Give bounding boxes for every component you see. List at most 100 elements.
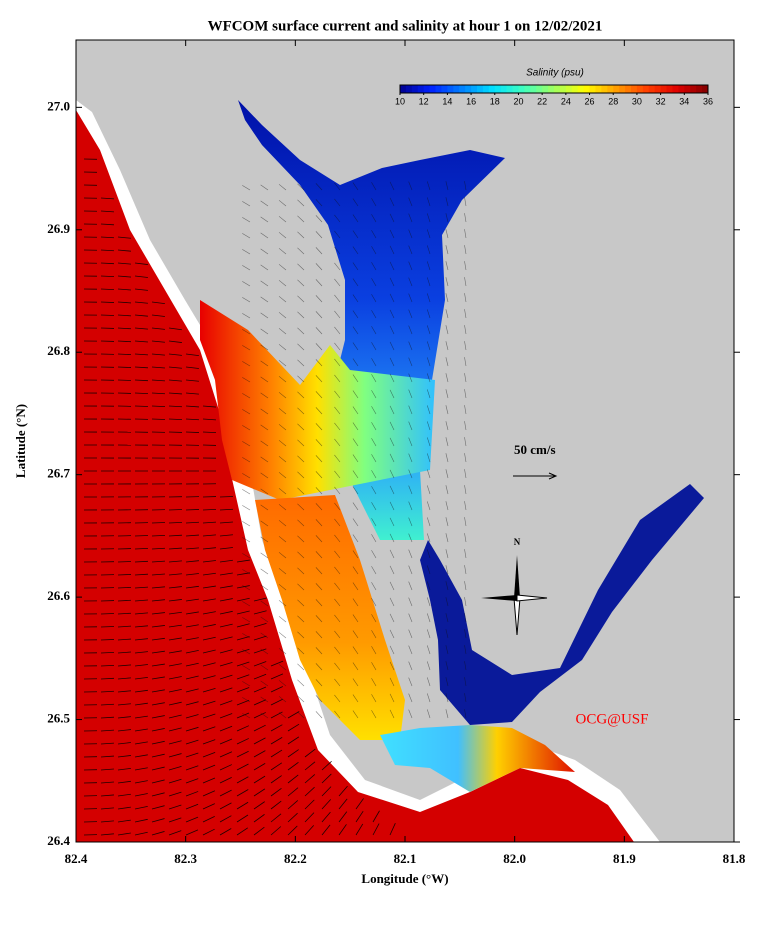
axes: 82.4 82.3 82.2 82.1 82.0 81.9 81.8 26.4 26.5 26.6… [47, 40, 746, 866]
current-vector [426, 581, 431, 591]
current-vector [242, 297, 251, 303]
current-vector [242, 377, 251, 383]
current-vector [334, 486, 341, 495]
current-vector [134, 599, 148, 602]
current-vector [134, 366, 149, 369]
current-vector [426, 373, 431, 383]
current-vector [242, 329, 251, 335]
current-vector [426, 485, 431, 495]
current-vector [352, 518, 359, 527]
current-vector [426, 709, 431, 719]
current-vector [445, 693, 449, 703]
current-vector [445, 197, 449, 207]
current-vector [278, 232, 287, 239]
current-vector [371, 390, 377, 399]
current-vector [352, 422, 359, 431]
current-vector [168, 766, 182, 771]
current-vector [445, 309, 449, 319]
current-vector [134, 741, 148, 745]
current-vector [117, 664, 131, 667]
current-vector [287, 711, 300, 719]
current-vector [352, 406, 359, 415]
current-vector [260, 536, 269, 543]
current-vector [445, 421, 449, 431]
current-vector [334, 582, 341, 591]
current-vector [315, 647, 323, 655]
current-vector [202, 572, 216, 576]
current-vector [260, 472, 269, 479]
current-vector [372, 823, 380, 836]
current-vector [260, 344, 269, 351]
current-vector [253, 763, 266, 771]
colorbar-tick-label: 28 [608, 96, 618, 106]
current-vector [168, 830, 182, 836]
current-vector [260, 424, 269, 431]
current-vector [100, 690, 115, 693]
current-vector [315, 455, 323, 463]
current-vector [151, 689, 165, 693]
current-vector [278, 488, 287, 495]
colorbar-tick-label: 36 [703, 96, 713, 106]
current-vector [242, 601, 251, 607]
current-vector [219, 534, 233, 537]
current-vector [260, 632, 269, 639]
current-vector [445, 469, 449, 479]
current-vector [338, 824, 347, 836]
current-vector [352, 374, 359, 383]
middle-harbor [200, 300, 435, 500]
current-vector [253, 712, 266, 719]
current-vector [304, 825, 315, 836]
current-vector [168, 688, 182, 693]
current-vector [371, 198, 377, 207]
y-tick-label: 26.6 [47, 588, 70, 603]
current-vector [355, 810, 364, 823]
current-vector [408, 549, 413, 559]
current-vector [236, 763, 249, 771]
current-vector [334, 214, 341, 223]
colorbar-tick-label: 34 [679, 96, 689, 106]
current-vector [389, 213, 395, 223]
current-vector [426, 181, 431, 191]
current-vector [185, 714, 199, 719]
current-vector [352, 326, 359, 335]
current-vector [242, 265, 251, 271]
current-vector [389, 325, 395, 335]
current-vector [117, 780, 131, 784]
current-vector [352, 438, 359, 447]
current-vector [134, 392, 149, 394]
current-vector [219, 776, 232, 784]
current-vector [151, 366, 165, 369]
current-vector [168, 327, 182, 331]
current-vector [371, 646, 377, 655]
current-vector [315, 679, 323, 687]
current-vector [134, 353, 148, 356]
current-vector [355, 798, 364, 810]
current-vector [242, 201, 251, 207]
current-vector [168, 727, 182, 732]
current-vector [408, 421, 413, 431]
current-vector [100, 223, 115, 226]
current-vector [168, 740, 182, 745]
current-vector [315, 519, 323, 527]
current-vector [117, 314, 131, 317]
current-vector [168, 599, 182, 602]
current-vector [219, 508, 234, 511]
current-vector [371, 518, 377, 527]
current-vector [334, 614, 341, 623]
current-vector [236, 699, 250, 706]
current-vector [185, 662, 199, 667]
current-vector [185, 547, 199, 550]
current-vector [389, 277, 395, 287]
current-vector [168, 676, 182, 680]
current-vector [334, 390, 341, 399]
current-vector [352, 454, 359, 463]
colorbar-tick-label: 12 [419, 96, 429, 106]
current-vector [278, 712, 287, 719]
colorbar-cell [559, 85, 567, 93]
current-vector [334, 422, 341, 431]
current-vector [426, 293, 431, 303]
current-vector [408, 197, 413, 207]
current-vector [242, 345, 251, 351]
current-vector [352, 294, 359, 303]
current-vector [202, 508, 217, 511]
